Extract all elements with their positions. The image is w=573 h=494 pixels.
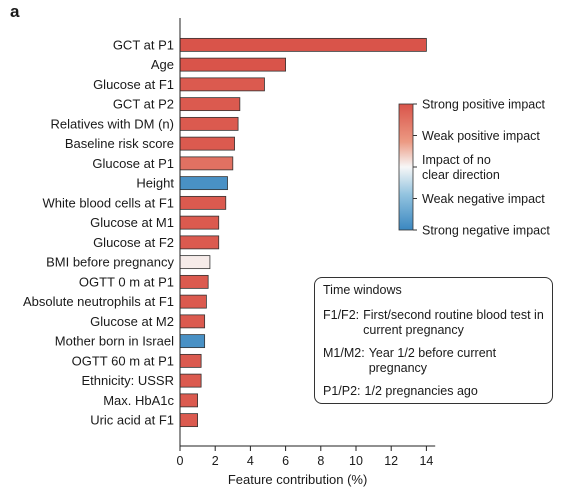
category-label: BMI before pregnancy: [46, 255, 174, 270]
time-window-desc: First/second routine blood test in curre…: [363, 308, 544, 337]
category-label: Ethnicity: USSR: [82, 373, 174, 388]
category-label: OGTT 0 m at P1: [79, 274, 174, 289]
category-label: OGTT 60 m at P1: [72, 353, 174, 368]
bar: [179, 413, 199, 428]
category-label: GCT at P1: [113, 37, 174, 52]
impact-legend: Strong positive impact Weak positive impa…: [398, 98, 550, 238]
bar: [179, 57, 286, 72]
category-label: Age: [151, 57, 174, 72]
category-label: White blood cells at F1: [42, 195, 174, 210]
bar: [179, 255, 211, 270]
bar: [179, 77, 265, 92]
bar: [179, 215, 220, 230]
bar: [179, 37, 427, 52]
time-windows-title: Time windows: [323, 283, 402, 297]
time-window-entry: P1/P2: 1/2 pregnancies ago: [323, 384, 544, 399]
time-window-key: P1/P2:: [323, 384, 361, 398]
x-tick-label: 6: [282, 454, 289, 468]
bar: [179, 195, 227, 210]
x-tick-label: 10: [349, 454, 363, 468]
legend-label: Impact of no clear direction: [422, 153, 500, 182]
bar: [179, 97, 241, 112]
panel-label: a: [10, 2, 20, 21]
time-window-entry: F1/F2: First/second routine blood test i…: [323, 308, 544, 338]
time-window-desc: Year 1/2 before current pregnancy: [368, 346, 497, 375]
category-label: Uric acid at F1: [90, 413, 174, 428]
bar: [179, 353, 202, 368]
x-tick-label: 4: [247, 454, 254, 468]
bar: [179, 274, 209, 289]
legend-label: Weak negative impact: [422, 192, 545, 206]
category-label: Glucose at F2: [93, 235, 174, 250]
category-label: Mother born in Israel: [55, 334, 174, 349]
bar: [179, 176, 228, 191]
bar: [179, 235, 220, 250]
x-tick-label: 2: [212, 454, 219, 468]
category-label: Absolute neutrophils at F1: [23, 294, 174, 309]
legend-label: Strong positive impact: [422, 98, 546, 112]
x-tick-label: 0: [177, 454, 184, 468]
time-window-desc: 1/2 pregnancies ago: [364, 384, 478, 398]
legend-label: Weak positive impact: [422, 129, 540, 143]
bar: [179, 294, 207, 309]
category-label: Relatives with DM (n): [50, 116, 174, 131]
bar: [179, 314, 206, 329]
bar: [179, 116, 239, 131]
bar: [179, 373, 202, 388]
category-label: GCT at P2: [113, 97, 174, 112]
legend-label: Strong negative impact: [422, 224, 550, 238]
category-label: Height: [136, 176, 174, 191]
category-label: Glucose at M1: [90, 215, 174, 230]
category-labels: GCT at P1 Age Glucose at F1 GCT at P2 Relati…: [23, 37, 175, 427]
bar: [179, 334, 206, 349]
x-tick-label: 12: [384, 454, 398, 468]
category-label: Baseline risk score: [65, 136, 174, 151]
bar-group: [179, 37, 427, 428]
time-window-key: F1/F2:: [323, 308, 360, 322]
time-window-key: M1/M2:: [323, 346, 365, 360]
x-tick-label: 14: [419, 454, 433, 468]
category-label: Max. HbA1c: [103, 393, 174, 408]
bar: [179, 156, 234, 171]
bar: [179, 136, 235, 151]
category-label: Glucose at P1: [92, 156, 174, 171]
time-windows-box: Time windows F1/F2: First/second routine…: [314, 277, 553, 404]
impact-colorbar: [398, 103, 414, 231]
category-label: Glucose at M2: [90, 314, 174, 329]
time-window-entry: M1/M2: Year 1/2 before current pregnancy: [323, 346, 544, 376]
category-label: Glucose at F1: [93, 77, 174, 92]
x-axis-title: Feature contribution (%): [228, 472, 367, 487]
x-ticks: 0 2 4 6 8 10 12 14: [177, 446, 433, 468]
bar: [179, 393, 199, 408]
x-tick-label: 8: [317, 454, 324, 468]
